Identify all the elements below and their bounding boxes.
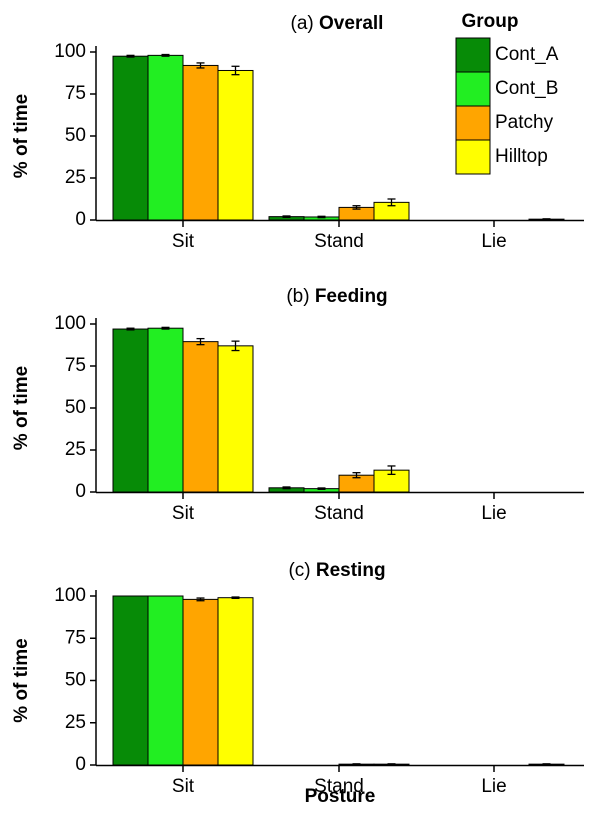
y-tick-label: 25 (65, 712, 86, 733)
y-tick-label: 0 (75, 754, 86, 775)
panel-3: (c) Resting % of time 0 25 50 75 100 Sit Stand Li… (11, 560, 584, 797)
bar-cont-a-sit (112, 55, 149, 221)
x-tick-label-stand: Stand (314, 231, 364, 252)
error-bar-hilltop-lie (542, 218, 551, 221)
bar-cont-b-sit (147, 54, 184, 221)
error-bar-patchy-stand (352, 763, 361, 766)
y-tick-label: 50 (65, 670, 86, 691)
bar-hilltop-sit (217, 69, 254, 221)
bar-patchy-sit (182, 64, 219, 221)
error-bar-hilltop-stand (387, 763, 396, 766)
y-tick-label: 25 (65, 167, 86, 188)
x-tick-label-sit: Sit (172, 503, 195, 524)
error-bar-cont-b-sit (161, 53, 170, 57)
legend-item-cont-b: Cont_B (455, 71, 558, 107)
panel-title: (c) Resting (288, 560, 385, 581)
legend-swatch (455, 105, 491, 141)
x-tick-label-sit: Sit (172, 231, 195, 252)
y-axis-title: % of time (11, 94, 32, 178)
legend-swatch (455, 37, 491, 73)
panel-title-name: Feeding (315, 286, 388, 307)
bar-cont-a-sit (112, 595, 149, 766)
x-tick-label-lie: Lie (481, 503, 506, 524)
legend-label: Hilltop (495, 146, 548, 167)
x-tick-label-sit: Sit (172, 776, 195, 797)
y-tick-label: 75 (65, 627, 86, 648)
bar-patchy-sit (182, 598, 219, 766)
legend-swatch (455, 139, 491, 175)
error-bar-hilltop-lie (542, 763, 551, 766)
panel-title-prefix: (c) (288, 560, 315, 581)
legend: Group Cont_A Cont_B Patchy Hilltop (455, 11, 559, 175)
legend-item-hilltop: Hilltop (455, 139, 548, 175)
legend-item-cont-a: Cont_A (455, 37, 559, 73)
panel-title: (a) Overall (291, 13, 384, 34)
legend-label: Cont_A (495, 44, 559, 65)
error-bar-hilltop-stand (387, 465, 396, 476)
y-tick-label: 0 (75, 209, 86, 230)
bar-cont-b-sit (147, 327, 184, 493)
error-bar-cont-a-stand (282, 486, 291, 490)
panel-title-name: Resting (316, 560, 386, 581)
y-tick-label: 75 (65, 355, 86, 376)
x-tick-label-lie: Lie (481, 776, 506, 797)
error-bar-hilltop-sit (231, 596, 240, 600)
error-bar-cont-a-sit (126, 54, 135, 58)
panel-title: (b) Feeding (286, 286, 387, 307)
bar-hilltop-sit (217, 345, 254, 493)
error-bar-hilltop-sit (231, 340, 240, 352)
error-bar-hilltop-stand (387, 198, 396, 207)
y-tick-label: 50 (65, 125, 86, 146)
error-bar-cont-b-stand (317, 215, 326, 219)
error-bar-patchy-sit (196, 62, 205, 69)
panel-title-name: Overall (319, 13, 383, 34)
x-axis-title: Posture (305, 786, 376, 807)
y-tick-label: 50 (65, 397, 86, 418)
bar-patchy-sit (182, 341, 219, 493)
y-tick-label: 75 (65, 83, 86, 104)
panel-title-prefix: (a) (291, 13, 320, 34)
y-axis-title: % of time (11, 366, 32, 450)
bar-hilltop-sit (217, 597, 254, 766)
x-tick-label-lie: Lie (481, 231, 506, 252)
y-tick-label: 100 (54, 313, 86, 334)
error-bar-patchy-stand (352, 205, 361, 210)
legend-item-patchy: Patchy (455, 105, 554, 141)
panel-2: (b) Feeding % of time 0 25 50 75 100 Sit Stand Li… (11, 286, 584, 524)
bar-cont-b-sit (147, 595, 184, 766)
legend-swatch (455, 71, 491, 107)
x-tick-label-stand: Stand (314, 503, 364, 524)
x-tick-label-stand: Stand (314, 776, 364, 797)
y-tick-label: 25 (65, 439, 86, 460)
error-bar-cont-a-stand (282, 215, 291, 218)
y-tick-label: 0 (75, 481, 86, 502)
error-bar-patchy-sit (196, 337, 205, 346)
error-bar-cont-a-sit (126, 327, 135, 331)
error-bar-patchy-stand (352, 472, 361, 479)
error-bar-patchy-sit (196, 597, 205, 602)
error-bar-hilltop-sit (231, 65, 240, 76)
panel-title-prefix: (b) (286, 286, 315, 307)
y-axis-title: % of time (11, 638, 32, 722)
error-bar-cont-b-sit (161, 326, 170, 330)
legend-title: Group (462, 11, 519, 32)
legend-label: Patchy (495, 112, 554, 133)
error-bar-cont-b-stand (317, 487, 326, 490)
bar-cont-a-sit (112, 328, 149, 493)
panel-1: (a) Overall % of time 0 25 50 75 100 Sit Stand Li… (11, 13, 584, 252)
legend-label: Cont_B (495, 78, 558, 99)
chart-panels: (a) Overall % of time 0 25 50 75 100 Sit Stand Li… (11, 13, 584, 797)
y-tick-label: 100 (54, 41, 86, 62)
y-tick-label: 100 (54, 585, 86, 606)
